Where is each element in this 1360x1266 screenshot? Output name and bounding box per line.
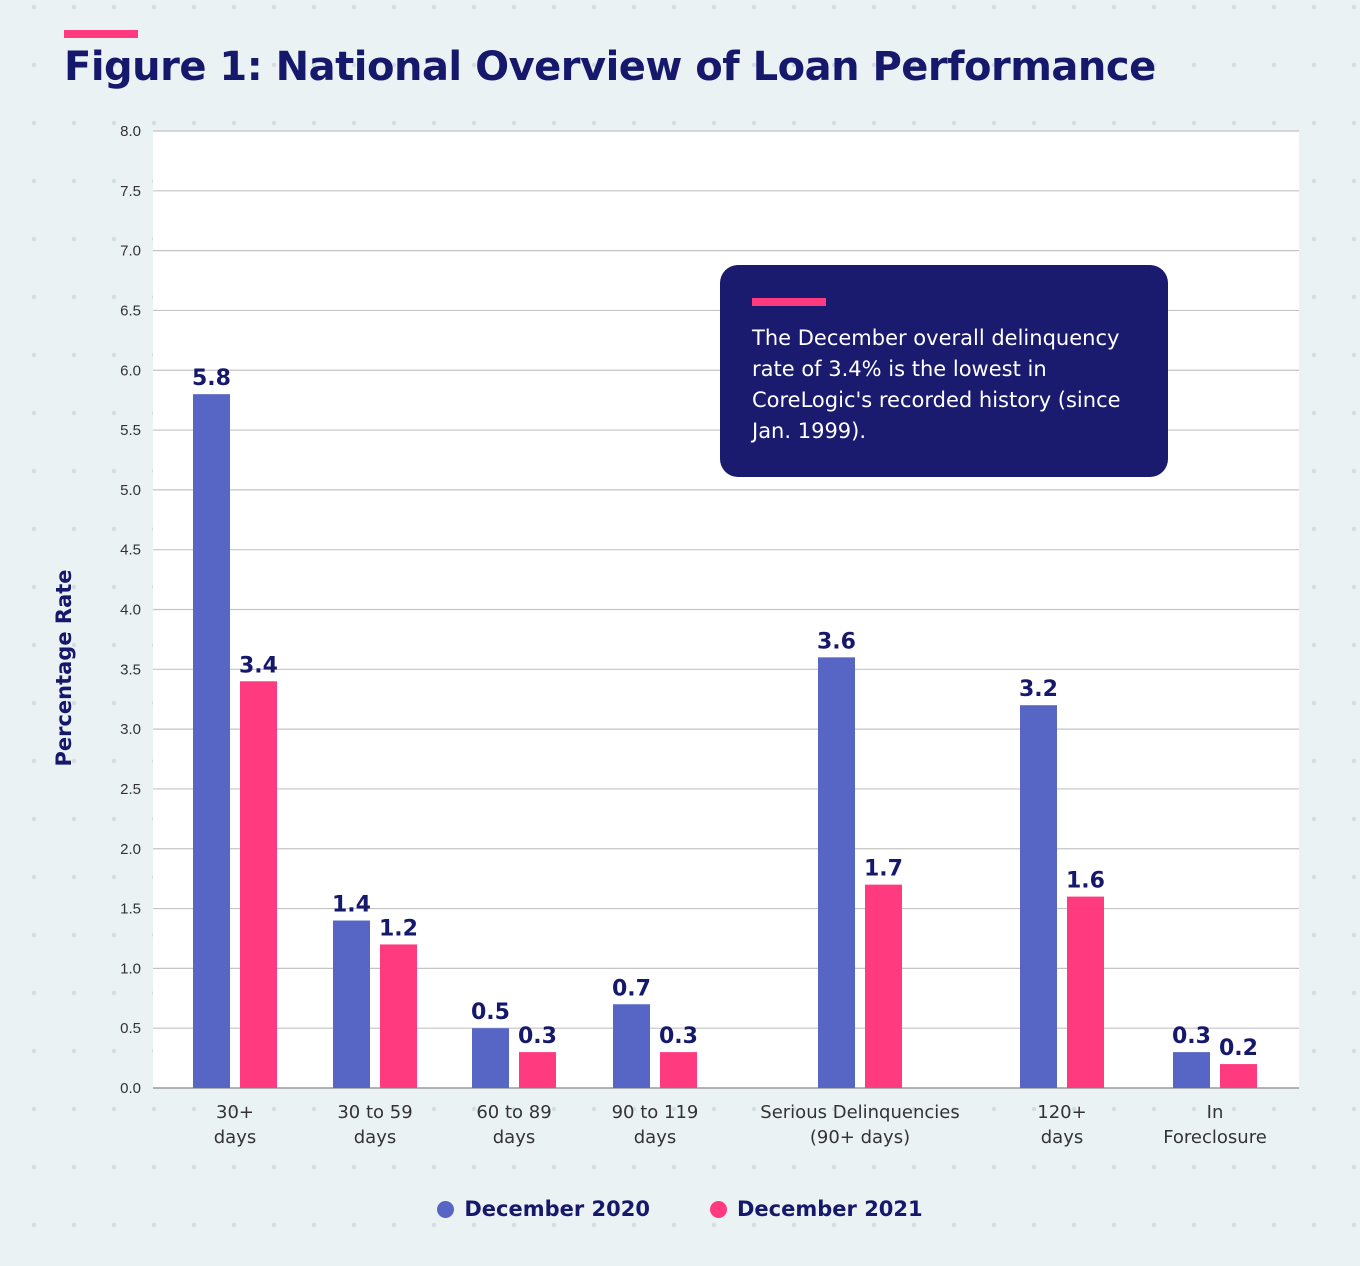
x-tick-label: Serious Delinquencies [760,1102,959,1123]
bar-2021 [865,884,902,1088]
y-tick-label: 0.5 [120,1020,141,1037]
data-label: 0.3 [659,1024,698,1049]
x-tick-label: (90+ days) [810,1127,910,1148]
x-tick-label: 90 to 119 [612,1102,699,1123]
page-title: Figure 1: National Overview of Loan Perf… [64,44,1156,90]
bar-2020 [472,1028,509,1088]
x-tick-label: 120+ [1037,1102,1086,1123]
y-tick-label: 2.5 [120,781,141,798]
y-tick-label: 2.0 [120,841,141,858]
data-label: 1.7 [864,857,903,882]
legend-item-december-2020: December 2020 [437,1197,650,1221]
y-tick-label: 1.0 [120,960,141,977]
title-accent-bar [64,30,138,38]
bar-2021 [1067,896,1104,1088]
y-tick-label: 4.5 [120,542,141,559]
y-tick-label: 5.0 [120,482,141,499]
bar-2021 [240,681,277,1088]
x-tick-label: days [354,1127,397,1148]
legend: December 2020 December 2021 [0,1197,1360,1221]
data-label: 0.3 [518,1024,557,1049]
y-tick-label: 3.5 [120,661,141,678]
y-tick-label: 6.0 [120,362,141,379]
y-tick-label: 5.5 [120,422,141,439]
x-tick-label: Foreclosure [1163,1127,1267,1148]
y-tick-label: 4.0 [120,602,141,619]
legend-dot-icon [437,1200,455,1218]
legend-dot-icon [710,1200,727,1218]
callout-text: The December overall delinquency rate of… [752,326,1121,443]
bar-2021 [380,944,417,1088]
x-tick-label: 30 to 59 [337,1102,412,1123]
data-label: 1.4 [332,893,371,918]
legend-item-december-2021: December 2021 [710,1197,923,1221]
y-tick-label: 8.0 [120,123,141,140]
data-label: 1.2 [379,916,418,941]
data-label: 5.8 [192,366,231,391]
legend-label: December 2020 [464,1197,650,1221]
x-tick-label: 60 to 89 [476,1102,551,1123]
bar-2021 [519,1052,556,1088]
callout-box: The December overall delinquency rate of… [720,265,1168,477]
bar-2020 [193,394,230,1088]
y-tick-label: 7.5 [120,183,141,200]
data-label: 0.5 [471,1000,510,1025]
data-label: 0.3 [1172,1024,1211,1049]
bar-2021 [660,1052,697,1088]
data-label: 3.6 [817,629,856,654]
y-tick-label: 6.5 [120,302,141,319]
data-label: 3.4 [239,653,278,678]
data-label: 3.2 [1019,677,1058,702]
data-label: 0.2 [1219,1036,1258,1061]
y-tick-label: 7.0 [120,243,141,260]
x-tick-label: In [1207,1102,1224,1123]
bar-2020 [1173,1052,1210,1088]
data-label: 1.6 [1066,869,1105,894]
x-tick-label: days [214,1127,257,1148]
x-tick-label: days [493,1127,536,1148]
data-label: 0.7 [612,976,651,1001]
bar-2020 [333,920,370,1088]
y-tick-label: 0.0 [120,1080,141,1097]
callout-accent-bar [752,298,826,306]
bar-2021 [1220,1064,1257,1088]
x-tick-label: days [1041,1127,1084,1148]
y-axis-label: Percentage Rate [52,569,76,767]
bar-2020 [1020,705,1057,1088]
bar-2020 [818,657,855,1088]
y-tick-label: 3.0 [120,721,141,738]
x-tick-label: days [634,1127,677,1148]
y-tick-label: 1.5 [120,901,141,918]
legend-label: December 2021 [737,1197,923,1221]
x-tick-label: 30+ [216,1102,254,1123]
bar-2020 [613,1004,650,1088]
